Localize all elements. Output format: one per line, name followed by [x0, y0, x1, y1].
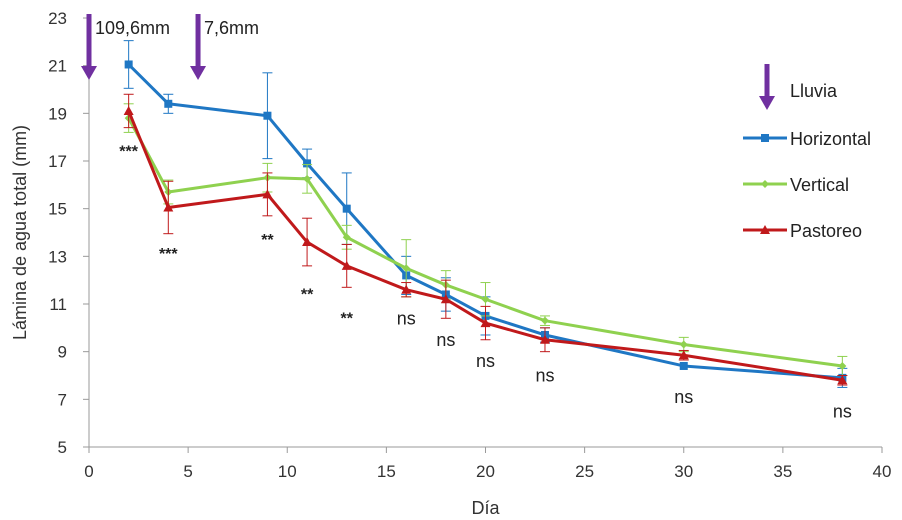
arrow-head: [81, 66, 97, 80]
square-marker: [164, 99, 173, 108]
legend-label-pastoreo: Pastoreo: [790, 221, 862, 241]
x-tick-label: 25: [575, 462, 594, 481]
triangle-marker: [341, 260, 352, 270]
arrow-head: [190, 66, 207, 80]
rain-arrow: [81, 14, 97, 80]
x-tick-label: 35: [773, 462, 792, 481]
rain-amount-label: 7,6mm: [204, 18, 259, 38]
x-tick-label: 30: [674, 462, 693, 481]
diamond-marker: [481, 295, 490, 304]
diamond-marker: [679, 340, 688, 349]
significance-label: ns: [436, 330, 455, 350]
rain-arrow: [190, 14, 207, 80]
legend-rain-arrow: [759, 64, 775, 110]
significance-label: ns: [535, 366, 554, 386]
diamond-marker: [402, 264, 411, 273]
rain-events: 109,6mm 7,6mm: [81, 14, 259, 80]
significance-label: ns: [833, 401, 852, 421]
y-tick-label: 21: [48, 57, 67, 76]
y-tick-label: 11: [49, 295, 67, 314]
x-tick-label: 40: [873, 462, 892, 481]
triangle-marker: [123, 105, 134, 115]
legend-label-vertical: Vertical: [790, 175, 849, 195]
square-marker: [679, 361, 688, 370]
triangle-marker: [302, 237, 313, 247]
legend-rain-label: Lluvia: [790, 81, 838, 101]
y-tick-label: 9: [58, 343, 67, 362]
triangle-marker: [539, 334, 550, 344]
triangle-marker: [760, 225, 770, 234]
significance-label: **: [340, 311, 353, 328]
y-tick-label: 7: [58, 390, 67, 409]
diamond-marker: [761, 180, 769, 188]
series-group: [123, 40, 848, 388]
x-tick-label: 15: [377, 462, 396, 481]
square-marker: [342, 204, 351, 213]
significance-label: ns: [674, 387, 693, 407]
square-marker: [303, 159, 312, 168]
y-axis-title: Lámina de agua total (mm): [10, 125, 30, 340]
square-marker: [761, 134, 769, 142]
y-tick-label: 17: [48, 152, 67, 171]
diamond-marker: [342, 233, 351, 242]
diamond-marker: [838, 361, 847, 370]
triangle-marker: [163, 202, 174, 212]
x-axis-title: Día: [471, 498, 500, 518]
y-tick-label: 5: [58, 438, 67, 457]
triangle-marker: [401, 284, 412, 294]
rain-amount-label: 109,6mm: [95, 18, 170, 38]
y-tick-label: 19: [48, 104, 67, 123]
significance-label: ns: [397, 308, 416, 328]
x-tick-label: 5: [183, 462, 192, 481]
square-marker: [263, 111, 272, 120]
x-tick-label: 0: [84, 462, 93, 481]
significance-label: **: [301, 287, 314, 304]
triangle-marker: [262, 189, 273, 199]
triangle-marker: [480, 318, 491, 328]
significance-label: ***: [119, 144, 138, 161]
arrow-head: [759, 96, 775, 110]
significance-label: **: [261, 232, 274, 249]
diamond-marker: [540, 316, 549, 325]
diamond-marker: [303, 174, 312, 183]
y-tick-label: 13: [48, 247, 67, 266]
triangle-marker: [440, 294, 451, 304]
legend-label-horizontal: Horizontal: [790, 129, 871, 149]
x-tick-label: 20: [476, 462, 495, 481]
significance-label: ns: [476, 351, 495, 371]
significance-label: ***: [159, 246, 178, 263]
square-marker: [124, 60, 133, 69]
x-tick-label: 10: [278, 462, 297, 481]
y-tick-label: 23: [48, 9, 67, 28]
triangle-marker: [678, 350, 689, 360]
y-tick-label: 15: [48, 200, 67, 219]
series-pastoreo: [123, 93, 848, 386]
legend: Lluvia Horizontal Vertical Pastoreo: [743, 64, 871, 241]
triangle-marker: [837, 375, 848, 385]
